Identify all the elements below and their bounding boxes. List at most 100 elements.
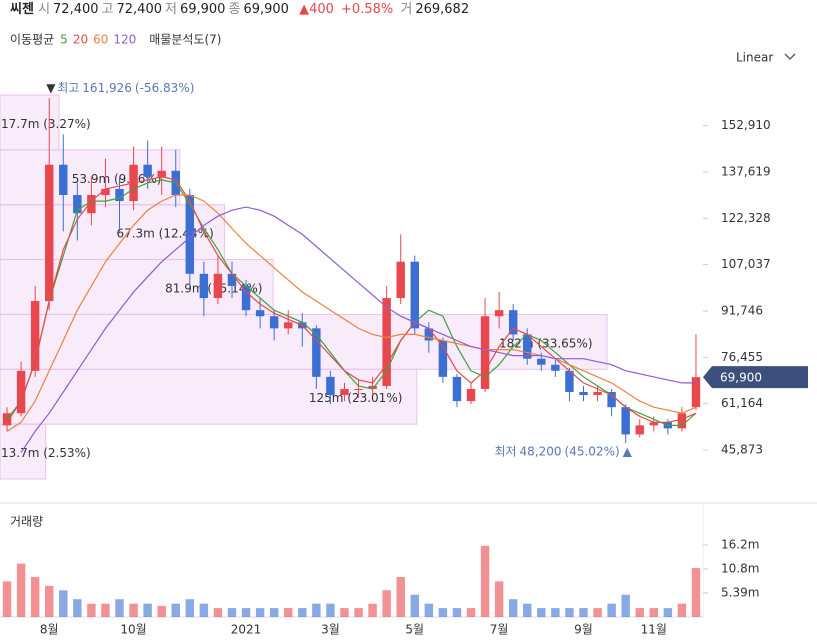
volume-bar xyxy=(691,568,701,617)
candle-body xyxy=(241,285,251,311)
candle-body xyxy=(466,388,476,402)
volume-bar xyxy=(607,603,616,617)
volume-profile-label: 125m (23.01%) xyxy=(309,391,403,405)
change: ▲400 xyxy=(299,2,334,17)
candle-body xyxy=(59,164,68,196)
high-arrow: ▼ xyxy=(46,81,56,95)
volume-bar xyxy=(59,590,68,617)
field-value: 72,400 xyxy=(116,2,163,17)
volume-bar xyxy=(677,603,687,617)
candle-body xyxy=(340,388,349,396)
candle-body xyxy=(185,195,195,274)
volume-bar xyxy=(649,608,659,617)
volume-bar xyxy=(593,608,602,617)
moving-average-line xyxy=(6,194,697,432)
candle-body xyxy=(691,377,701,408)
volume-bar xyxy=(241,608,251,617)
x-tick-label: 11월 xyxy=(641,623,667,637)
candle-body xyxy=(565,370,574,393)
high-annotation: 최고 xyxy=(57,81,79,95)
volume-label: 거 xyxy=(400,2,413,17)
candle-body xyxy=(508,310,518,335)
volume-bar xyxy=(171,603,180,617)
volume-bar xyxy=(157,605,166,617)
volume-bar xyxy=(621,594,630,617)
volume-title: 거래량 xyxy=(10,515,43,529)
volume-bar xyxy=(269,608,279,617)
volume-bar xyxy=(298,608,307,617)
volume-bar xyxy=(537,608,546,617)
current-price-label: 69,900 xyxy=(720,371,762,385)
field-label: 고 xyxy=(101,2,114,17)
y-tick-label: 152,910 xyxy=(721,118,771,132)
candle-body xyxy=(255,310,265,317)
y-tick-label: 45,873 xyxy=(721,442,763,456)
volume-profile-bar xyxy=(0,423,47,480)
candle-body xyxy=(269,316,279,329)
y-tick-label: 5.39m xyxy=(721,586,759,600)
volume-bar xyxy=(410,594,419,617)
volume-profile-label: 17.7m (3.27%) xyxy=(1,117,91,131)
volume-bar xyxy=(185,599,195,617)
candle-body xyxy=(677,413,687,429)
x-tick-label: 2021 xyxy=(231,623,262,637)
candle-body xyxy=(16,370,26,414)
candle-body xyxy=(523,334,532,359)
volume-bar xyxy=(354,608,363,617)
legend-entry[interactable]: 120 xyxy=(113,33,136,47)
candle-body xyxy=(438,340,448,377)
candle-body xyxy=(382,298,391,386)
volume-bar xyxy=(129,603,138,617)
volume-profile-toggle[interactable]: 매물분석도(7) xyxy=(149,33,221,47)
volume-bar xyxy=(466,608,476,617)
x-tick-label: 8월 xyxy=(40,623,59,637)
volume-bar xyxy=(2,581,12,617)
legend-entry[interactable]: 5 xyxy=(60,33,68,47)
candle-body xyxy=(213,273,223,299)
volume-bar xyxy=(508,599,518,617)
y-tick-label: 10.8m xyxy=(721,561,759,575)
y-tick-label: 91,746 xyxy=(721,303,763,317)
volume-bar xyxy=(213,608,223,617)
volume-profile-label: 13.7m (2.53%) xyxy=(1,446,91,460)
candle-body xyxy=(537,358,546,365)
legend-entry[interactable]: 20 xyxy=(73,33,88,47)
candle-body xyxy=(199,273,209,299)
moving-average-line xyxy=(6,176,697,423)
change-rate: +0.58% xyxy=(341,2,394,17)
field-label: 저 xyxy=(165,2,177,17)
low-annotation: (45.02%) xyxy=(565,444,620,458)
high-annotation: (-56.83%) xyxy=(135,81,194,95)
volume-bar xyxy=(396,576,405,617)
low-arrow: ▲ xyxy=(623,444,633,458)
x-tick-label: 9월 xyxy=(574,623,593,637)
volume-bar xyxy=(326,603,335,617)
volume-bar xyxy=(199,603,209,617)
volume-bar xyxy=(255,608,265,617)
candle-body xyxy=(157,170,166,177)
candle-body xyxy=(593,392,602,396)
candle-body xyxy=(579,392,588,396)
dropdown-arrow xyxy=(784,53,796,60)
candle-body xyxy=(621,407,630,435)
candle-body xyxy=(30,301,40,371)
candle-body xyxy=(87,195,96,214)
candle-body xyxy=(312,328,321,377)
field-value: 69,900 xyxy=(179,2,226,17)
volume-bar xyxy=(284,608,293,617)
high-annotation: 161,926 xyxy=(82,81,132,95)
candle-body xyxy=(396,261,405,299)
volume-bar xyxy=(30,576,40,617)
volume-bar xyxy=(87,603,96,617)
volume-bar xyxy=(663,608,673,617)
x-tick-label: 3월 xyxy=(321,623,340,637)
volume-bar xyxy=(44,585,54,617)
candle-body xyxy=(101,188,110,196)
candle-body xyxy=(551,364,560,371)
volume-bar xyxy=(579,608,588,617)
candle-body xyxy=(452,376,462,402)
scale-selector[interactable]: Linear xyxy=(736,51,773,65)
legend-entry[interactable]: 60 xyxy=(93,33,108,47)
candle-body xyxy=(635,425,644,435)
